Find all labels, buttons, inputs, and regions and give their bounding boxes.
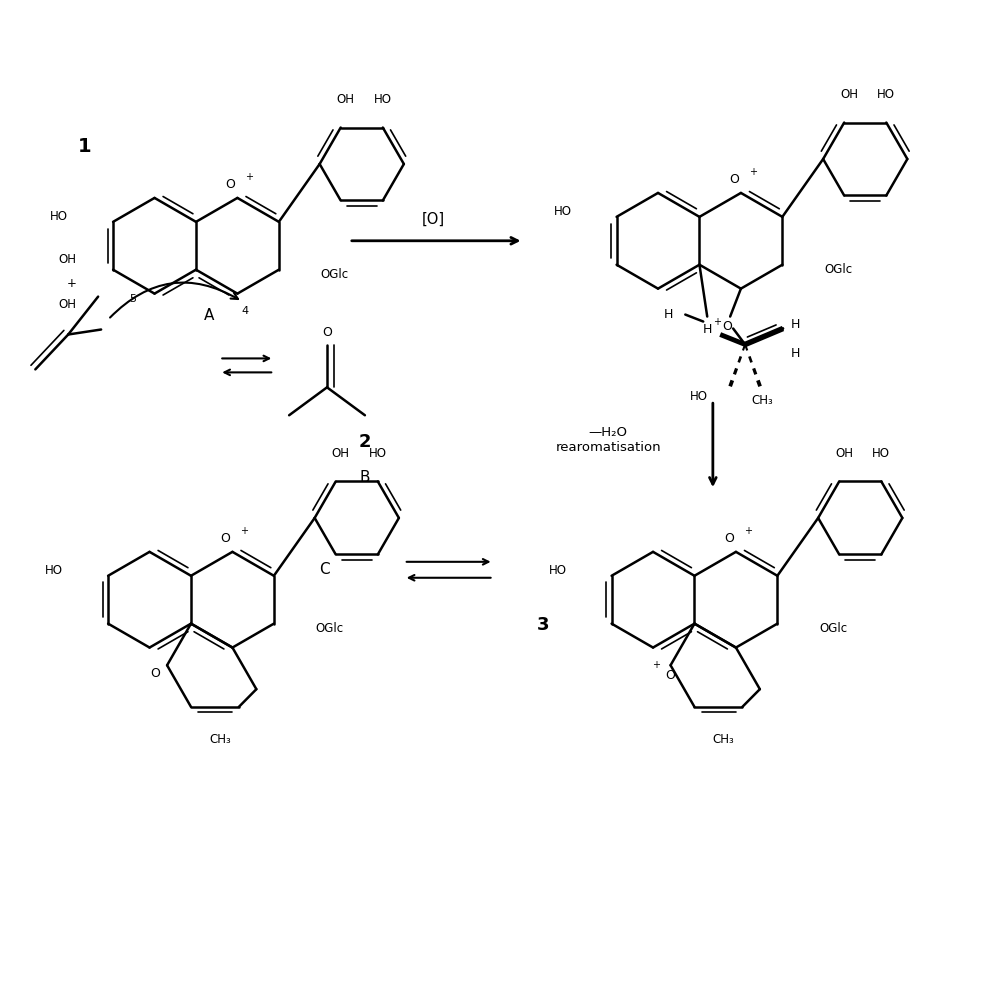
Text: OH: OH [332,447,350,460]
Text: HO: HO [45,564,63,577]
Text: H: H [703,323,712,336]
FancyArrowPatch shape [110,283,238,318]
Text: O: O [151,667,161,680]
Text: HO: HO [374,93,392,106]
Text: HO: HO [50,210,68,223]
Text: O: O [220,532,230,545]
Text: +: + [245,172,253,182]
Text: H: H [664,308,673,321]
Text: OGlc: OGlc [321,268,349,281]
Text: 5: 5 [129,294,137,304]
Text: OGlc: OGlc [825,263,852,276]
Text: OH: OH [58,298,76,311]
Text: HO: HO [553,205,571,218]
Text: C: C [319,562,329,577]
Text: OH: OH [337,93,355,106]
Text: OGlc: OGlc [820,622,847,635]
Text: O: O [322,326,332,339]
Text: HO: HO [872,447,890,460]
Text: O: O [225,178,235,191]
Text: 3: 3 [537,616,549,634]
Text: 1: 1 [78,137,92,156]
Text: OGlc: OGlc [316,622,344,635]
Text: —H₂O
rearomatisation: —H₂O rearomatisation [555,426,661,454]
Text: OH: OH [835,447,853,460]
Text: +: + [744,526,752,536]
Text: 2: 2 [359,433,371,451]
Text: CH₃: CH₃ [209,733,230,746]
Text: HO: HO [690,390,708,403]
Text: A: A [204,308,214,323]
Text: CH₃: CH₃ [713,733,734,746]
Text: O: O [722,320,732,333]
Text: O: O [729,173,739,186]
Text: [O]: [O] [422,211,446,226]
Text: +: + [749,167,757,177]
Text: OH: OH [58,253,76,266]
Text: +: + [67,277,76,290]
Text: HO: HO [548,564,566,577]
Text: +: + [240,526,248,536]
Text: H: H [791,347,800,360]
Text: O: O [666,669,676,682]
Text: OH: OH [840,88,858,101]
Text: B: B [360,470,370,485]
Text: O: O [724,532,734,545]
Text: 4: 4 [242,306,249,316]
Text: +: + [713,317,721,327]
Text: +: + [652,660,660,670]
Text: CH₃: CH₃ [751,394,773,407]
Text: H: H [791,318,800,331]
Text: HO: HO [877,88,895,101]
Text: HO: HO [369,447,387,460]
